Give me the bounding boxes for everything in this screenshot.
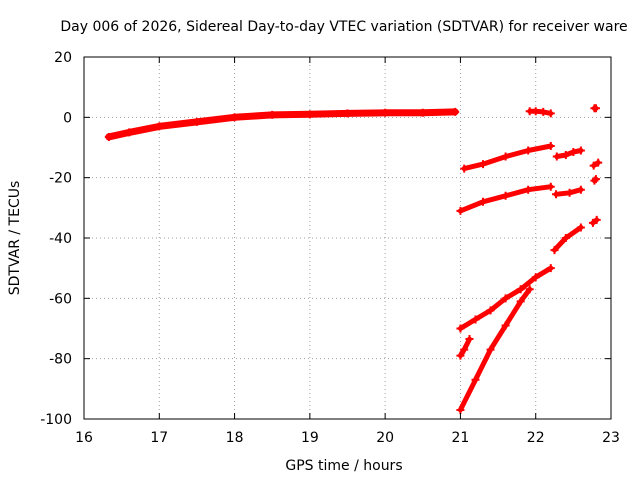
data-point (561, 151, 570, 160)
y-tick-label: 0 (63, 110, 72, 126)
data-point (465, 335, 474, 344)
data-point (305, 110, 314, 119)
x-tick-label: 20 (376, 430, 394, 446)
series-trace (105, 108, 459, 141)
series-track-11 (588, 215, 601, 227)
y-tick-label: -80 (49, 352, 72, 368)
data-point (525, 285, 534, 294)
data-point (479, 197, 488, 206)
series-track-2 (525, 107, 555, 118)
data-point (546, 141, 555, 150)
data-point (456, 206, 465, 215)
data-point (381, 108, 390, 117)
data-point (471, 375, 480, 384)
data-point (569, 148, 578, 157)
data-point (230, 113, 239, 122)
data-point (418, 108, 427, 117)
data-point (552, 152, 561, 161)
data-point (592, 215, 601, 224)
data-point (479, 160, 488, 169)
data-point (486, 306, 495, 315)
data-point (471, 315, 480, 324)
data-point (524, 185, 533, 194)
x-tick-label: 17 (150, 430, 168, 446)
data-point (539, 107, 548, 116)
series-track-6 (589, 158, 603, 170)
chart-title: Day 006 of 2026, Sidereal Day-to-day VTE… (60, 19, 627, 35)
data-point (343, 109, 352, 118)
series-track-4 (460, 141, 555, 173)
data-point (125, 128, 134, 137)
data-point (552, 190, 561, 199)
data-point (501, 294, 510, 303)
data-point (460, 164, 469, 173)
data-point (486, 345, 495, 354)
data-point (451, 107, 460, 116)
series-trace (457, 286, 533, 413)
y-tick-label: -100 (40, 412, 72, 428)
data-point (501, 191, 510, 200)
data-point (576, 223, 585, 232)
data-point (155, 122, 164, 131)
y-axis-title: SDTVAR / TECUs (7, 181, 23, 296)
y-tick-label: 20 (54, 50, 72, 66)
y-tick-labels: -100 -80 -60 -40 -20 0 20 (40, 50, 72, 428)
y-tick-label: -60 (49, 291, 72, 307)
data-point (268, 110, 277, 119)
data-point (531, 273, 540, 282)
data-point (546, 264, 555, 273)
data-point (550, 246, 559, 255)
data-point (565, 188, 574, 197)
data-point (501, 152, 510, 161)
data-point (576, 146, 585, 155)
axis-ticks (83, 56, 612, 420)
data-point (589, 161, 598, 170)
data-point (456, 324, 465, 333)
x-tick-label: 21 (452, 430, 470, 446)
series-track-13 (456, 335, 474, 360)
series-track-7 (456, 182, 555, 215)
series-track-12 (456, 264, 555, 333)
data-point (456, 351, 465, 360)
series-track-8 (552, 185, 585, 199)
x-axis-title: GPS time / hours (285, 458, 402, 474)
data-point (456, 405, 465, 414)
data-point (546, 182, 555, 191)
series-track-3 (590, 104, 600, 113)
y-tick-label: -40 (49, 231, 72, 247)
data-point (516, 285, 525, 294)
data-point (531, 107, 540, 116)
data-point (104, 132, 113, 141)
x-tick-label: 22 (527, 430, 545, 446)
data-point (591, 104, 600, 113)
x-tick-label: 19 (301, 430, 319, 446)
x-tick-label: 23 (602, 430, 620, 446)
data-point (594, 158, 603, 167)
series-track-5 (552, 146, 585, 161)
data-point (501, 321, 510, 330)
data-point (546, 109, 555, 118)
series-track-14 (456, 285, 534, 414)
data-point (561, 234, 570, 242)
x-tick-labels: 16 17 18 19 20 21 22 23 (75, 430, 620, 446)
series-track-9 (590, 175, 600, 185)
data-point (460, 345, 469, 354)
data-point (576, 185, 585, 194)
data-point (590, 176, 599, 185)
x-tick-label: 16 (75, 430, 93, 446)
data-point (516, 297, 525, 306)
data-point (524, 146, 533, 155)
data-point (591, 175, 600, 184)
y-tick-label: -20 (49, 171, 72, 187)
x-tick-label: 18 (226, 430, 244, 446)
data-series (104, 104, 603, 414)
series-track-1 (104, 107, 460, 141)
data-point (192, 117, 201, 126)
series-track-10 (550, 223, 585, 255)
